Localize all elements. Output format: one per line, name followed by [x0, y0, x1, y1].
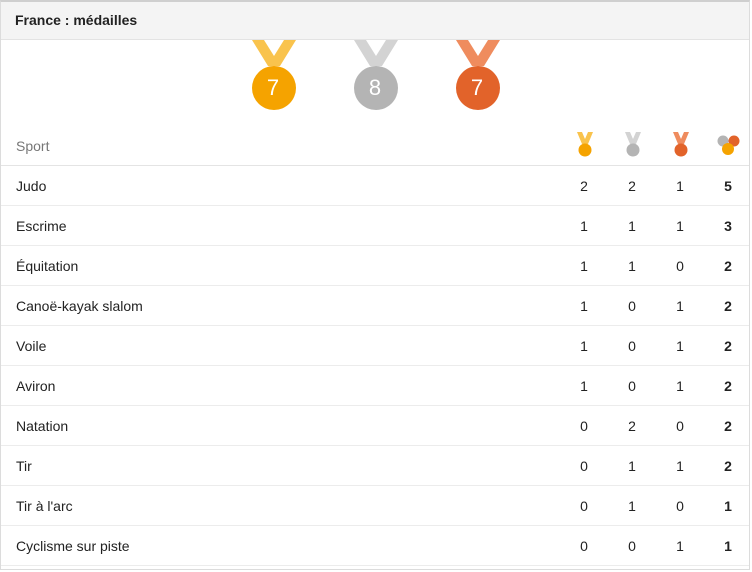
total-column-header	[716, 132, 742, 160]
bronze-count: 1	[676, 178, 684, 194]
total-count: 1	[724, 538, 732, 554]
silver-medal-icon	[354, 40, 398, 110]
gold-total-medal: 7	[250, 40, 298, 112]
silver-count: 1	[628, 498, 636, 514]
gold-count: 0	[580, 418, 588, 434]
bronze-count: 0	[676, 258, 684, 274]
table-row: Voile 1 0 1 2	[1, 326, 749, 366]
table-row: Canoë-kayak slalom 1 0 1 2	[1, 286, 749, 326]
sport-name: Tir à l'arc	[16, 498, 73, 514]
total-count: 5	[724, 178, 732, 194]
table-row: Tir à l'arc 0 1 0 1	[1, 486, 749, 526]
bronze-count: 1	[676, 218, 684, 234]
sport-name: Cyclisme sur piste	[16, 538, 130, 554]
silver-count: 1	[628, 458, 636, 474]
gold-count: 0	[580, 498, 588, 514]
sport-name: Aviron	[16, 378, 56, 394]
gold-count: 2	[580, 178, 588, 194]
table-row: Équitation 1 1 0 2	[1, 246, 749, 286]
bronze-count: 1	[676, 298, 684, 314]
sport-name: Natation	[16, 418, 69, 434]
table-row: Aviron 1 0 1 2	[1, 366, 749, 406]
bronze-count: 1	[676, 538, 684, 554]
gold-medal-icon	[577, 132, 593, 157]
bronze-count: 0	[676, 498, 684, 514]
gold-count: 1	[580, 298, 588, 314]
gold-medal-icon	[252, 40, 296, 110]
total-count: 2	[724, 338, 732, 354]
silver-column-header	[620, 132, 646, 160]
gold-count: 0	[580, 538, 588, 554]
gold-column-header	[572, 132, 598, 160]
sport-name: Tir	[16, 458, 32, 474]
table-row: Natation 0 2 0 2	[1, 406, 749, 446]
silver-count: 0	[628, 538, 636, 554]
bronze-total-medal: 7	[454, 40, 502, 112]
silver-count: 1	[628, 258, 636, 274]
silver-total-count: 8	[368, 75, 382, 100]
total-count: 2	[724, 258, 732, 274]
bronze-medal-icon	[456, 40, 500, 110]
table-row: Cyclisme sur piste 0 0 1 1	[1, 526, 749, 566]
table-row: Judo 2 2 1 5	[1, 166, 749, 206]
medals-table: Sport	[1, 122, 749, 566]
silver-total-medal: 8	[352, 40, 400, 112]
silver-medal-icon	[625, 132, 641, 157]
bronze-count: 1	[676, 458, 684, 474]
sport-column-header: Sport	[16, 138, 50, 154]
sport-name: Équitation	[16, 258, 79, 274]
sport-name: Escrime	[16, 218, 67, 234]
bronze-total-count: 7	[470, 75, 484, 100]
silver-count: 0	[628, 338, 636, 354]
total-medals-icon	[717, 135, 740, 155]
gold-count: 1	[580, 218, 588, 234]
bronze-count: 1	[676, 338, 684, 354]
gold-count: 0	[580, 458, 588, 474]
medal-totals: 7 8 7	[1, 40, 749, 115]
total-count: 3	[724, 218, 732, 234]
silver-count: 1	[628, 218, 636, 234]
table-header: Sport	[1, 122, 749, 166]
silver-count: 0	[628, 378, 636, 394]
total-count: 2	[724, 298, 732, 314]
silver-count: 2	[628, 418, 636, 434]
total-count: 2	[724, 418, 732, 434]
table-body: Judo 2 2 1 5 Escrime 1 1 1 3 Équitation 1 1 0 2 Canoë-k…	[1, 166, 749, 566]
total-count: 1	[724, 498, 732, 514]
bronze-count: 1	[676, 378, 684, 394]
table-row: Escrime 1 1 1 3	[1, 206, 749, 246]
sport-name: Judo	[16, 178, 47, 194]
total-count: 2	[724, 458, 732, 474]
silver-count: 2	[628, 178, 636, 194]
gold-count: 1	[580, 338, 588, 354]
silver-count: 0	[628, 298, 636, 314]
gold-count: 1	[580, 378, 588, 394]
bronze-medal-icon	[673, 132, 689, 157]
bronze-column-header	[668, 132, 694, 160]
gold-count: 1	[580, 258, 588, 274]
bronze-count: 0	[676, 418, 684, 434]
card-header: France : médailles	[1, 2, 749, 40]
table-row: Tir 0 1 1 2	[1, 446, 749, 486]
sport-name: Canoë-kayak slalom	[16, 298, 143, 314]
total-count: 2	[724, 378, 732, 394]
sport-name: Voile	[16, 338, 47, 354]
card-title: France : médailles	[15, 12, 138, 28]
gold-total-count: 7	[266, 75, 280, 100]
